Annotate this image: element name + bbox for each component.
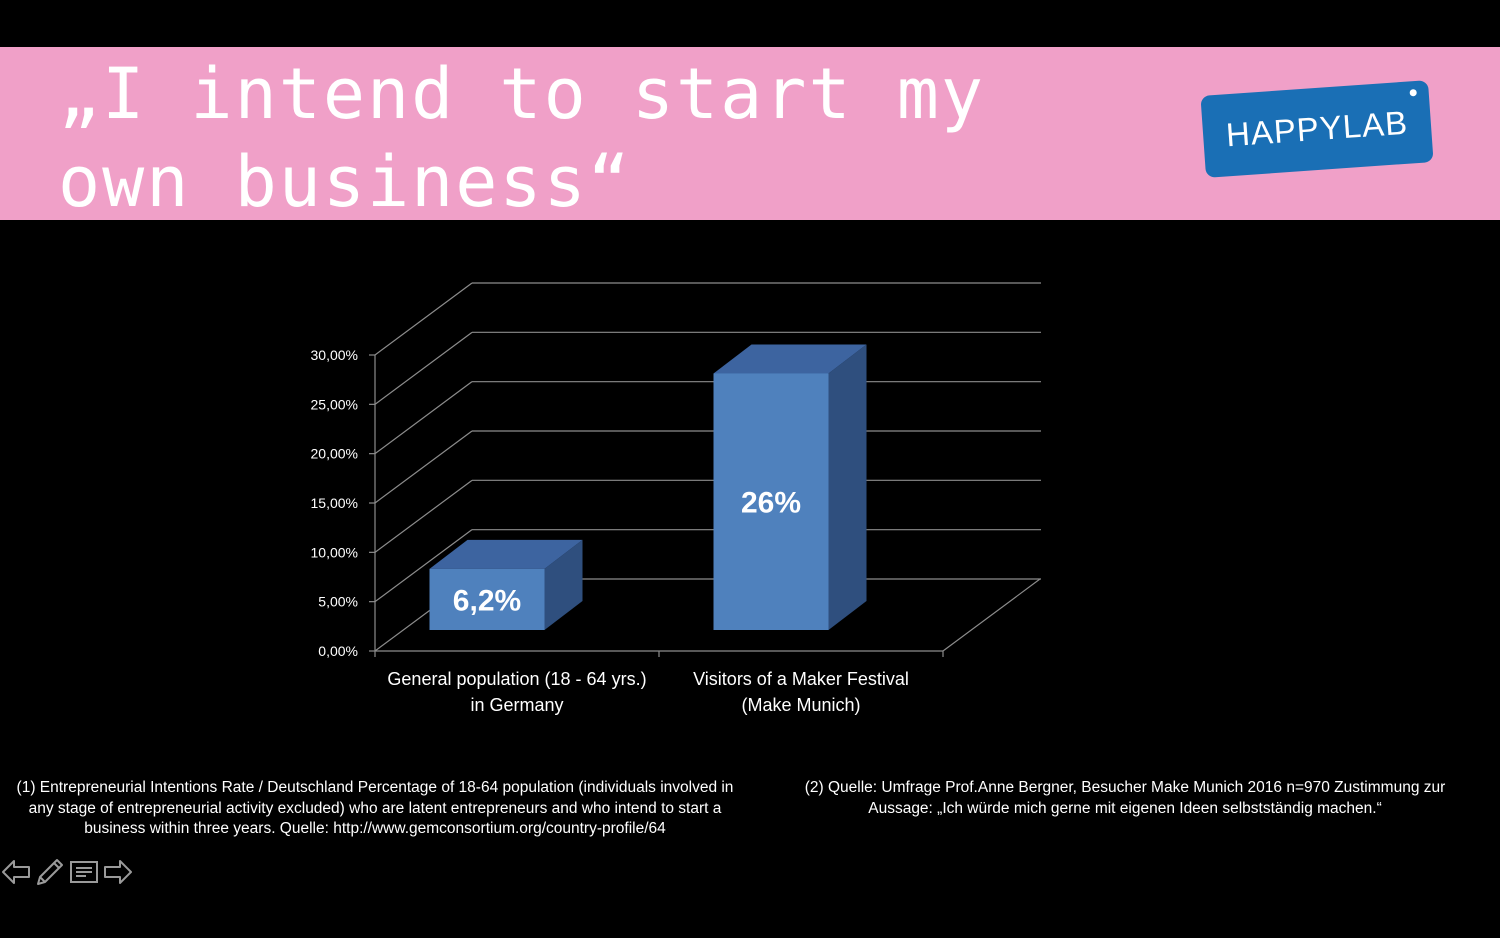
x-category-label: (Make Munich) <box>741 695 860 715</box>
arrow-right-icon[interactable] <box>102 856 134 893</box>
bar-data-label: 6,2% <box>453 584 521 617</box>
logo-text: HAPPYLAB <box>1224 103 1410 154</box>
x-category-label: in Germany <box>470 695 563 715</box>
footnote-1: (1) Entrepreneurial Intentions Rate / De… <box>16 779 734 837</box>
slide-title: „I intend to start my own business“ <box>58 53 986 223</box>
side-wall-gridline <box>374 529 473 603</box>
y-tick-label: 30,00% <box>311 347 358 363</box>
bar-top <box>713 344 867 374</box>
side-wall-gridline <box>374 430 473 504</box>
bar-top <box>429 539 583 569</box>
logo-dot <box>1409 88 1417 97</box>
bar-side <box>828 344 867 630</box>
footnote-2: (2) Quelle: Umfrage Prof.Anne Bergner, B… <box>804 779 1446 817</box>
y-tick-label: 20,00% <box>311 446 358 462</box>
floor-right-edge <box>942 578 1041 652</box>
side-wall-gridline <box>374 479 473 553</box>
side-wall-gridline <box>374 282 473 356</box>
y-tick-label: 0,00% <box>318 643 358 659</box>
side-wall-gridline <box>374 381 473 455</box>
slide-nav <box>0 856 134 892</box>
y-tick-label: 15,00% <box>311 495 358 511</box>
happylab-logo: HAPPYLAB <box>1200 80 1434 178</box>
y-tick-label: 5,00% <box>318 594 358 610</box>
bar-side <box>544 539 583 630</box>
pen-icon[interactable] <box>34 856 66 893</box>
y-tick-label: 25,00% <box>311 396 358 412</box>
bar <box>429 568 545 630</box>
y-tick-label: 10,00% <box>311 544 358 560</box>
arrow-left-icon[interactable] <box>0 856 32 893</box>
bar-chart: 0,00% 5,00% 10,00% 15,00% 20,00% 25,00% 30,00%… <box>311 282 1041 715</box>
side-wall-gridline <box>374 331 473 405</box>
bar <box>713 373 829 630</box>
notes-icon[interactable] <box>68 856 100 893</box>
x-category-label: Visitors of a Maker Festival <box>693 669 909 689</box>
x-category-label: General population (18 - 64 yrs.) <box>387 669 646 689</box>
bar-data-label: 26% <box>741 487 801 520</box>
